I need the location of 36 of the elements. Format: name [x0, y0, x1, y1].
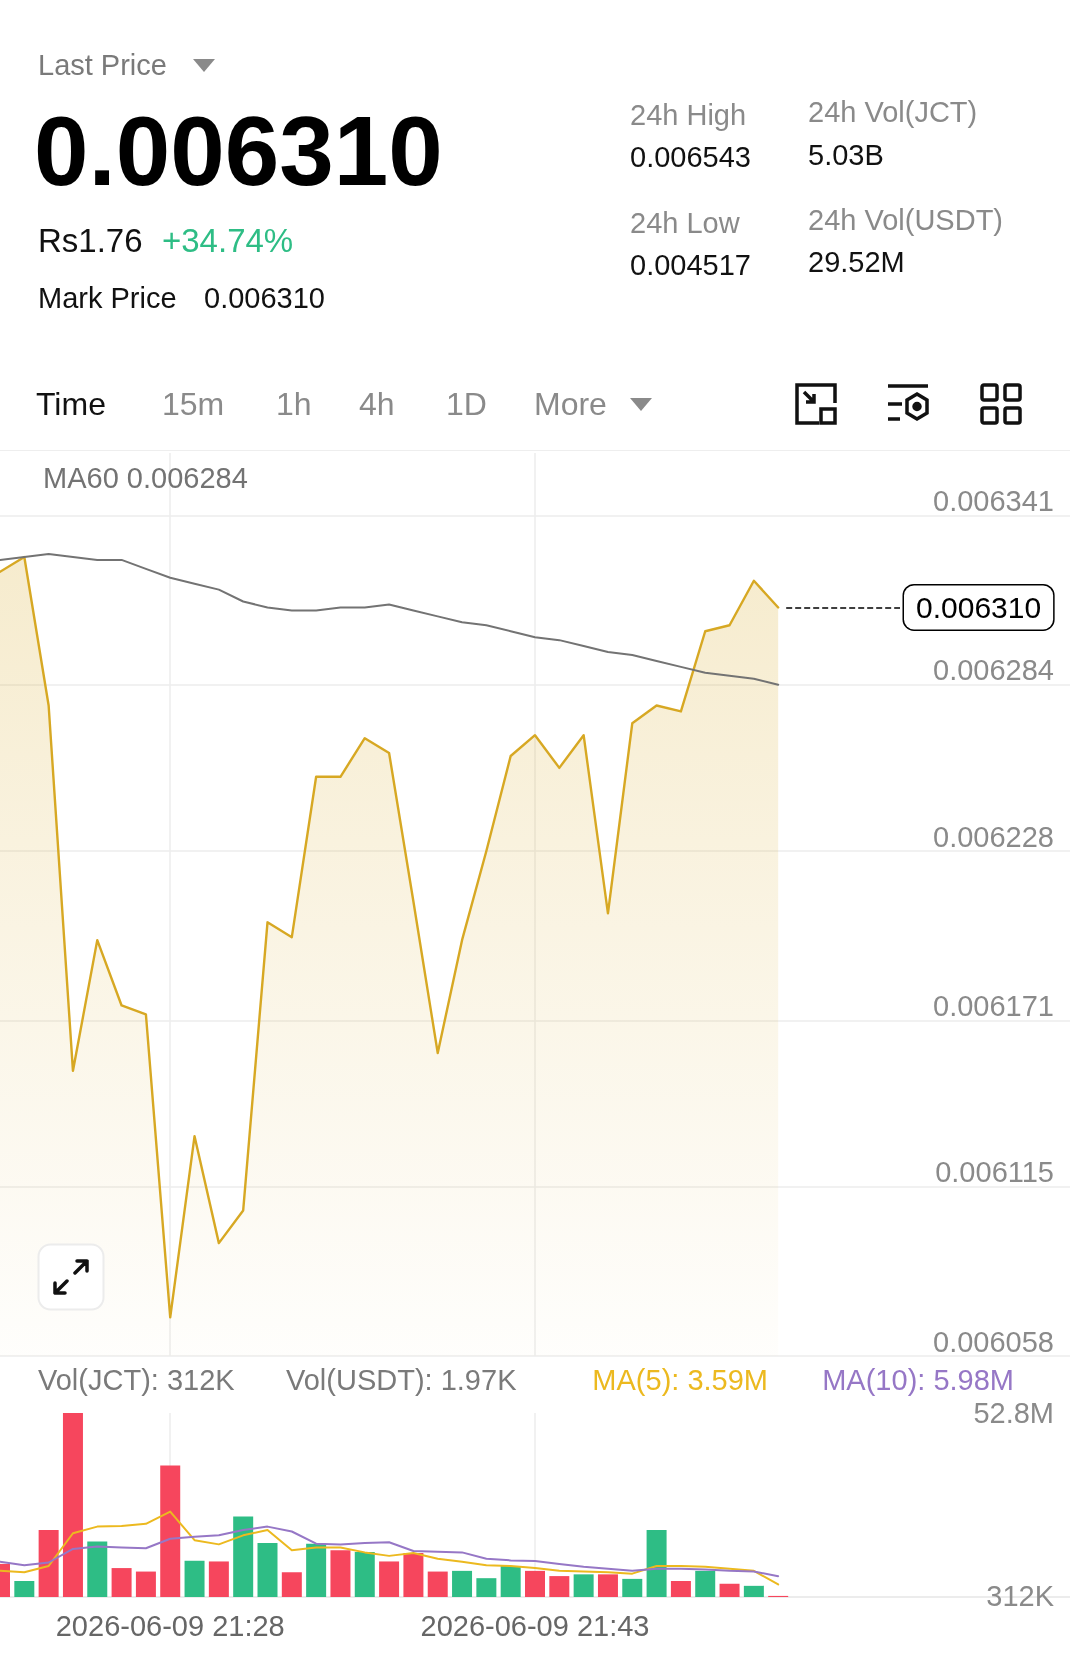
- text: MA(5): 3.59M: [592, 1363, 769, 1396]
- text: Vol(USDT): 1.97K: [286, 1363, 518, 1396]
- ref-line-label: 0.006310: [916, 590, 1042, 624]
- text: 24h Vol(USDT): [808, 204, 1004, 237]
- y-tick-label: 0.006171: [933, 989, 1054, 1022]
- text: 15m: [162, 386, 225, 423]
- text: 0.006310: [204, 282, 325, 315]
- text: MA(10): 5.98M: [822, 1363, 1015, 1396]
- x-tick-label: 2026-06-09 21:43: [420, 1609, 650, 1642]
- text: 29.52M: [808, 246, 905, 279]
- text: 1h: [276, 386, 312, 423]
- text: 24h Low: [630, 207, 740, 240]
- text: 0.004517: [630, 249, 751, 282]
- x-tick-label: 2026-06-09 21:28: [55, 1609, 285, 1642]
- text: Vol(JCT): 312K: [38, 1363, 236, 1396]
- text: 24h High: [630, 99, 747, 132]
- text: Time: [36, 386, 106, 423]
- text: MA60 0.006284: [43, 461, 248, 494]
- y-tick-label: 0.006115: [935, 1156, 1054, 1189]
- text: 0.006543: [630, 141, 751, 174]
- y-tick-label: 0.006228: [933, 820, 1054, 853]
- y-tick-label: 0.006341: [933, 484, 1054, 517]
- text: Mark Price: [38, 282, 177, 315]
- text: 5.03B: [808, 139, 884, 172]
- text: Last Price: [38, 49, 167, 82]
- text: 0.006310: [34, 96, 443, 207]
- text: 1D: [446, 386, 487, 423]
- y-tick-label: 52.8M: [973, 1397, 1054, 1429]
- y-tick-label: 312K: [986, 1579, 1055, 1612]
- text: +34.74%: [162, 221, 294, 260]
- text: More: [534, 386, 607, 423]
- text: 4h: [359, 386, 395, 423]
- y-tick-label: 0.006058: [933, 1325, 1054, 1358]
- y-tick-label: 0.006284: [933, 654, 1054, 687]
- text: 24h Vol(JCT): [808, 96, 978, 129]
- text: Rs1.76: [38, 221, 143, 260]
